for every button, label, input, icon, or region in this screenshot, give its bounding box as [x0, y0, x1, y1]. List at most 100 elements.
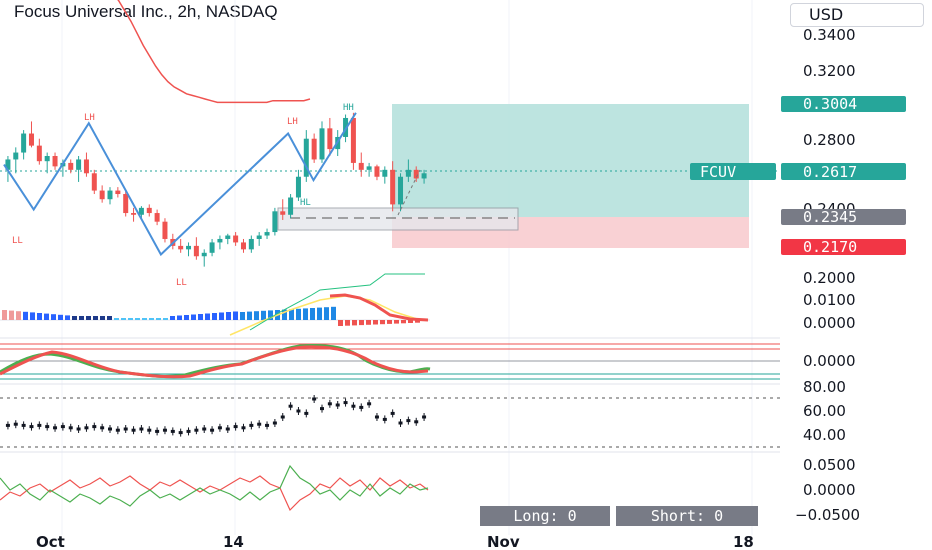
stop-price: 0.2170 [803, 238, 857, 256]
candle-body [83, 159, 89, 174]
macd-bar [198, 314, 203, 320]
macd-bar [16, 311, 21, 320]
candle-body [350, 117, 356, 163]
grid [61, 0, 753, 535]
macd-bar [331, 306, 336, 320]
long-counter: Long: 0 [480, 506, 610, 526]
candle-body [44, 156, 50, 162]
candle-body [288, 197, 294, 215]
candle-body [295, 176, 301, 198]
pivot-label: LL [176, 278, 187, 288]
macd-bar [93, 316, 98, 320]
dmi-pane [0, 464, 429, 512]
candle-body [193, 245, 199, 257]
dmi-minus-line [0, 464, 429, 507]
time-label: 14 [223, 533, 244, 550]
macd-bar [359, 320, 364, 326]
short-counter: Short: 0 [616, 506, 758, 526]
macd-trend-line [249, 273, 425, 331]
dmi-tick: 0.0500 [803, 456, 856, 474]
moving-average [117, 0, 311, 104]
current-price: 0.2617 [803, 163, 857, 181]
zigzag-line [3, 112, 357, 257]
macd-bar [30, 312, 35, 320]
macd-bar [303, 308, 308, 320]
candle-body [374, 166, 380, 177]
time-label: Oct [36, 533, 65, 550]
candle-body [382, 169, 388, 177]
pivot-labels: LH LL LL LH HL HH [12, 103, 354, 288]
candle-body [233, 235, 239, 243]
osc-tick: 0.0000 [803, 352, 856, 370]
macd-bar [254, 311, 259, 320]
candle-body [186, 245, 192, 250]
candle-body [327, 128, 333, 150]
macd-bar [9, 310, 14, 320]
macd-bar [289, 309, 294, 320]
candle-body [240, 242, 246, 250]
macd-bar [44, 313, 49, 320]
macd-bar [373, 320, 378, 325]
macd-bar [380, 320, 385, 325]
macd-bar [37, 313, 42, 320]
zigzag [3, 112, 421, 257]
macd-bar [317, 307, 322, 320]
macd-bar [415, 320, 420, 323]
macd-bar [86, 316, 91, 320]
candle-body [264, 232, 270, 236]
ma-line [117, 0, 311, 104]
macd-bar [212, 313, 217, 320]
candles [5, 112, 427, 267]
pivot-label: HL [300, 198, 311, 208]
entry-badge [781, 209, 906, 225]
candle-body [217, 238, 223, 243]
pivot-label: LH [287, 117, 298, 127]
macd-bar [191, 314, 196, 320]
macd-bar [387, 320, 392, 324]
osc-slow-line [0, 345, 429, 379]
candle-body [99, 190, 105, 200]
candle-body [154, 213, 160, 222]
dmi-tick: −0.0500 [795, 506, 860, 524]
candle-body [115, 190, 121, 195]
macd-bar [142, 318, 147, 320]
candle-body [68, 162, 74, 170]
pivot-label: LL [12, 236, 23, 246]
candle-body [248, 238, 254, 250]
candle-body [366, 166, 372, 170]
chart-title: Focus Universal Inc., 2h, NASDAQ [14, 2, 278, 21]
time-label: Nov [487, 533, 520, 550]
rsi-tick: 80.00 [803, 378, 846, 396]
macd-line [329, 293, 429, 322]
candle-body [256, 235, 262, 239]
macd-bar [51, 314, 56, 320]
candle-body [91, 173, 97, 191]
candle-body [146, 207, 152, 214]
candle-body [107, 190, 113, 200]
macd-bar [65, 315, 70, 320]
candle-body [123, 194, 129, 214]
candle-body [398, 176, 404, 205]
macd-bar [268, 310, 273, 320]
macd-bar [240, 312, 245, 320]
candle-body [319, 128, 325, 160]
macd-bar [324, 307, 329, 320]
macd-bar [23, 311, 28, 320]
candle-body [76, 159, 82, 170]
target-price: 0.3004 [803, 95, 857, 113]
macd-pane [0, 273, 430, 336]
currency-selector[interactable]: USD [790, 3, 924, 27]
candle-body [162, 221, 168, 239]
stop-badge [781, 239, 906, 255]
macd-bar [366, 320, 371, 325]
macd-bar [338, 320, 343, 326]
projection-line [397, 169, 421, 216]
macd-bar [58, 314, 63, 320]
candle-body [131, 213, 137, 215]
macd-bar [163, 318, 168, 320]
candle-body [21, 133, 27, 153]
macd-bar [79, 316, 84, 320]
candle-body [405, 169, 411, 177]
pivot-label: LH [84, 113, 95, 123]
